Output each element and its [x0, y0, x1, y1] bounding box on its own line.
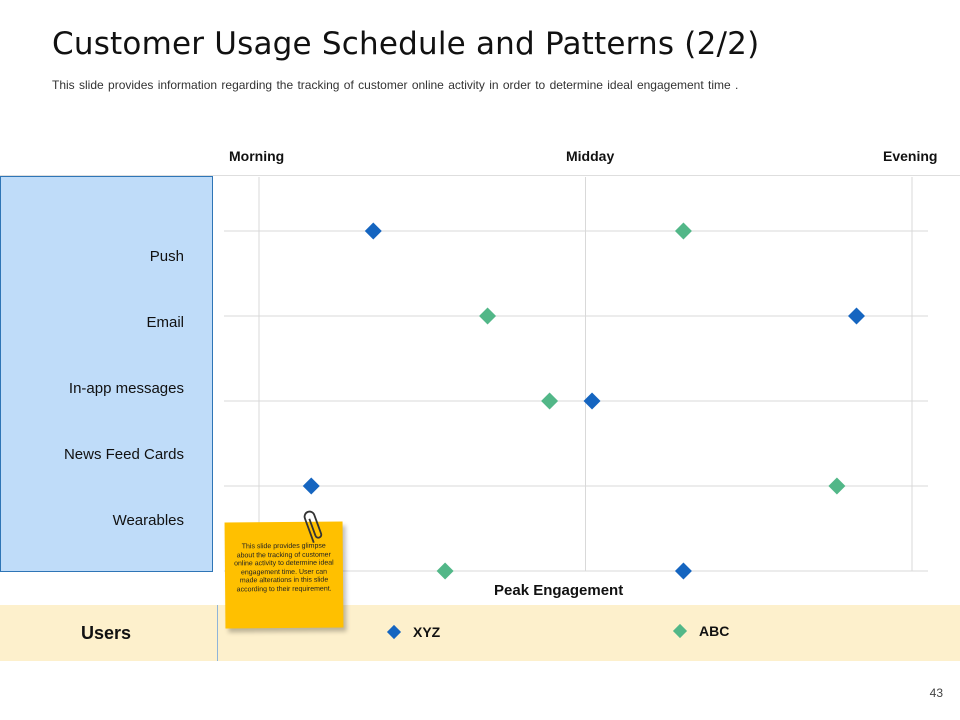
row-label-in-app-messages: In-app messages: [68, 380, 184, 397]
page-number: 43: [929, 686, 943, 700]
channel-panel: [0, 176, 213, 572]
sticky-note-text: This slide provides glimpse about the tr…: [234, 542, 334, 594]
xyz-diamond-icon: [386, 624, 402, 640]
header-divider: [0, 175, 960, 176]
x-label-morning: Morning: [229, 148, 285, 164]
paperclip-icon: [303, 510, 323, 544]
legend-item-abc: ABC: [672, 623, 730, 639]
marker-xyz-4: [302, 477, 320, 495]
x-label-midday: Midday: [566, 148, 615, 164]
marker-abc-4: [828, 477, 846, 495]
legend-label-abc: ABC: [699, 623, 730, 639]
marker-abc-3: [541, 392, 559, 410]
slide-subtitle: This slide provides information regardin…: [52, 78, 739, 92]
abc-diamond-icon: [672, 623, 688, 639]
legend-divider: [217, 605, 218, 661]
marker-xyz-1: [364, 222, 382, 240]
legend-label-xyz: XYZ: [413, 624, 441, 640]
row-label-push: Push: [149, 248, 184, 265]
legend-title: Users: [81, 623, 132, 643]
slide-title: Customer Usage Schedule and Patterns (2/…: [52, 26, 760, 62]
marker-abc-2: [479, 307, 497, 325]
row-label-email: Email: [146, 314, 184, 331]
marker-abc-1: [674, 222, 692, 240]
row-label-wearables: Wearables: [112, 512, 184, 529]
x-label-evening: Evening: [883, 148, 938, 164]
legend-bar: Users XYZ ABC: [0, 605, 960, 661]
marker-xyz-5: [674, 562, 692, 580]
row-label-news-feed-cards: News Feed Cards: [63, 446, 184, 463]
marker-abc-5: [436, 562, 454, 580]
marker-xyz-3: [583, 392, 601, 410]
legend-item-xyz: XYZ: [386, 624, 441, 640]
marker-xyz-2: [847, 307, 865, 325]
x-axis-title: Peak Engagement: [494, 582, 624, 599]
